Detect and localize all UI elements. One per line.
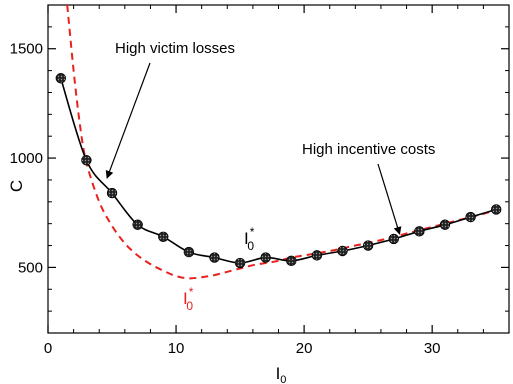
- series-black-label-subscript: 0: [247, 239, 254, 253]
- data-point: [183, 246, 195, 258]
- data-point: [362, 240, 374, 251]
- x-tick-label: 20: [296, 340, 313, 357]
- series-layer: [55, 5, 502, 280]
- data-point: [158, 231, 169, 242]
- data-point: [209, 252, 220, 263]
- series-black-line: [60, 78, 497, 264]
- y-axis-label: C: [7, 180, 26, 192]
- x-axis-label-subscript: 0: [280, 374, 286, 384]
- x-tick-label: 0: [44, 340, 52, 357]
- axis-ticks: 0 10 20 30 500 1000 1500: [10, 4, 510, 357]
- x-axis-label-main: I: [276, 364, 281, 383]
- annotation-high-incentive-costs: High incentive costs: [302, 141, 435, 158]
- data-point: [311, 250, 323, 261]
- series-red-label: I* 0: [183, 285, 194, 313]
- y-tick-label: 1000: [10, 150, 43, 167]
- data-point: [260, 252, 271, 263]
- x-tick-label: 30: [424, 340, 441, 357]
- data-point: [55, 73, 67, 84]
- annotation-arrow: [105, 62, 151, 179]
- y-tick-label: 1500: [10, 41, 43, 58]
- annotation-high-victim-losses: High victim losses: [115, 40, 235, 57]
- data-point: [337, 245, 348, 257]
- data-point: [234, 257, 246, 269]
- x-axis-label: I0: [276, 364, 287, 384]
- series-red-label-subscript: 0: [186, 299, 193, 313]
- series-black-label: I* 0: [244, 225, 255, 253]
- series-red-dashed-line: [66, 5, 497, 280]
- x-tick-label: 10: [168, 340, 185, 357]
- data-point: [414, 226, 425, 237]
- y-tick-label: 500: [18, 259, 43, 276]
- series-red-label-superscript: *: [189, 285, 194, 299]
- data-point: [465, 211, 476, 223]
- data-point: [439, 219, 451, 230]
- data-point: [132, 219, 143, 230]
- annotation-arrow: [377, 163, 402, 235]
- data-point: [490, 204, 502, 215]
- series-black-label-superscript: *: [250, 225, 255, 239]
- data-point: [286, 255, 297, 267]
- series-red-label-main: I: [183, 289, 188, 308]
- series-black-label-main: I: [244, 229, 249, 248]
- data-point: [388, 233, 399, 245]
- data-point: [106, 187, 118, 199]
- data-point: [81, 155, 92, 166]
